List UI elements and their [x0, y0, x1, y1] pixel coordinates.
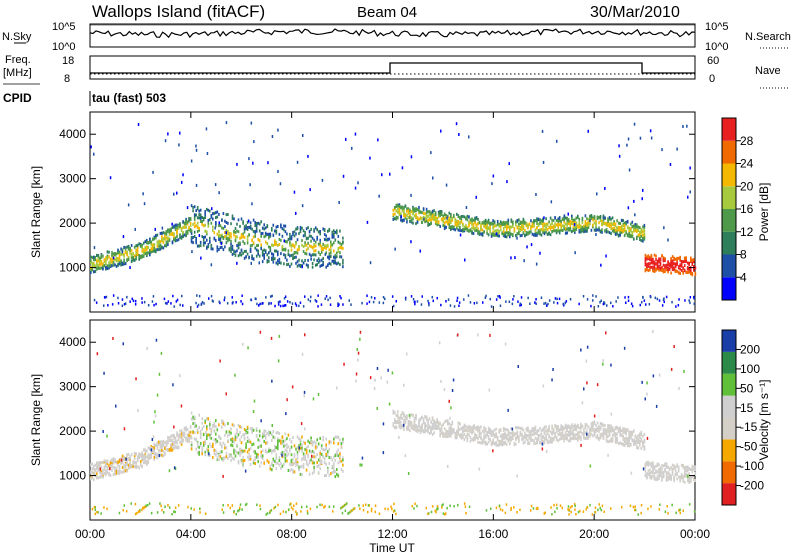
freq-label: Freq.: [5, 54, 31, 66]
xtick-6: 00:00: [680, 527, 710, 541]
nsearch-tick-bottom: 10^0: [705, 41, 729, 53]
xtick-4: 16:00: [478, 527, 508, 541]
velocity-ytick-1: 3000: [59, 380, 86, 394]
velocity-panel: 4000 3000 2000 1000 00:00 04:00 08:00 12:00 16:…: [29, 112, 710, 554]
velocity-colorbar-swatch-0: [722, 483, 736, 505]
xtick-1: 04:00: [176, 527, 206, 541]
date-label: 30/Mar/2010: [590, 4, 680, 21]
nsky-tick-top: 10^5: [52, 21, 76, 33]
power-colorbar-tick-4: 12: [740, 225, 754, 239]
power-colorbar-swatch-6: [722, 140, 736, 164]
power-colorbar-swatch-2: [722, 231, 736, 255]
velocity-colorbar-tick-3: 15: [740, 401, 754, 415]
power-colorbar-swatch-1: [722, 254, 736, 278]
power-ytick-2: 2000: [59, 216, 86, 230]
power-colorbar-swatch-3: [722, 209, 736, 232]
velocity-colorbar-tick-0: 200: [740, 342, 760, 356]
nsky-label: N.Sky: [2, 31, 32, 43]
nsearch-tick-top: 10^5: [705, 21, 729, 33]
velocity-colorbar-swatch-3: [722, 417, 736, 440]
nsky-trace: [89, 28, 696, 39]
xtick-3: 12:00: [377, 527, 407, 541]
nsky-panel: N.Sky 10^5 10^0 10^5 10^0 N.Search: [2, 21, 791, 53]
freq-tick-top: 18: [62, 55, 74, 67]
power-colorbar: 28 24 20 16 12 8 4: [721, 117, 754, 301]
freq-panel: Freq. [MHz] 18 8 60 0 Nave: [3, 54, 790, 89]
power-colorbar-tick-0: 28: [740, 134, 754, 148]
xtick-2: 08:00: [277, 527, 307, 541]
power-ytick-3: 1000: [59, 261, 86, 275]
power-colorbar-swatch-0: [722, 277, 736, 300]
velocity-colorbar-swatch-6: [722, 351, 736, 374]
velocity-ylabel: Slant Range [km]: [29, 374, 43, 466]
xtick-0: 00:00: [75, 527, 105, 541]
power-scatter: [90, 121, 697, 308]
nsearch-label: N.Search: [745, 31, 791, 43]
velocity-colorbar-swatch-1: [722, 461, 736, 484]
velocity-colorbar-tick-5: -50: [740, 440, 758, 454]
velocity-colorbar-label: Velocity [m s⁻¹]: [757, 379, 771, 460]
power-colorbar-tick-5: 8: [740, 248, 747, 262]
nave-label: Nave: [755, 65, 781, 77]
velocity-colorbar-swatch-5: [722, 373, 736, 396]
cpid-label: CPID: [3, 91, 32, 105]
velocity-ytick-2: 2000: [59, 424, 86, 438]
power-colorbar-tick-1: 24: [740, 157, 754, 171]
time-xlabel: Time UT: [369, 541, 415, 554]
velocity-colorbar: 200 100 50 15 -15 -50 -100 -200: [721, 329, 764, 506]
nsky-tick-bottom: 10^0: [52, 41, 76, 53]
power-ytick-0: 4000: [59, 127, 86, 141]
power-panel: 4000 3000 2000 1000 Slant Range [km]: [29, 111, 697, 313]
xtick-5: 20:00: [579, 527, 609, 541]
power-colorbar-tick-3: 16: [740, 202, 754, 216]
freq-tick-bottom: 8: [64, 73, 70, 85]
velocity-colorbar-tick-4: -15: [740, 420, 758, 434]
power-ytick-1: 3000: [59, 172, 86, 186]
velocity-colorbar-tick-6: -100: [740, 459, 764, 473]
power-colorbar-tick-6: 4: [740, 270, 747, 284]
velocity-colorbar-tick-1: 100: [740, 362, 760, 376]
beam-label: Beam 04: [357, 4, 417, 21]
cpid-value: tau (fast) 503: [92, 91, 166, 105]
velocity-ytick-3: 1000: [59, 469, 86, 483]
velocity-colorbar-tick-2: 50: [740, 381, 754, 395]
station-title: Wallops Island (fitACF): [92, 2, 265, 21]
freq-unit: [MHz]: [3, 67, 32, 79]
power-ylabel: Slant Range [km]: [29, 166, 43, 258]
velocity-colorbar-swatch-7: [722, 330, 736, 352]
nave-tick-top: 60: [707, 55, 719, 67]
velocity-scatter: [90, 330, 697, 516]
power-colorbar-swatch-7: [722, 118, 736, 141]
power-colorbar-tick-2: 20: [740, 179, 754, 193]
nave-tick-bottom: 0: [709, 73, 715, 85]
freq-trace: [90, 62, 695, 74]
velocity-colorbar-swatch-4: [722, 395, 736, 418]
velocity-ytick-0: 4000: [59, 335, 86, 349]
velocity-colorbar-swatch-2: [722, 439, 736, 462]
velocity-colorbar-tick-7: -200: [740, 479, 764, 493]
power-colorbar-swatch-5: [722, 163, 736, 187]
power-colorbar-label: Power [dB]: [757, 183, 771, 242]
power-colorbar-swatch-4: [722, 186, 736, 209]
